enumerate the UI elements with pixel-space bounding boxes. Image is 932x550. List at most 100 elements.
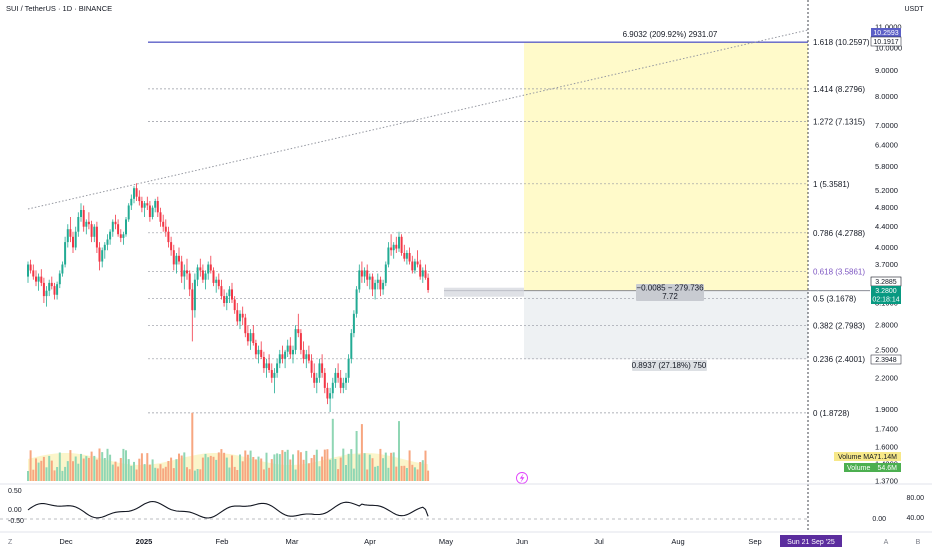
volume-bar: [225, 457, 228, 481]
price-axis-label: 9.0000: [875, 66, 898, 75]
candle-body: [215, 279, 218, 283]
volume-bar: [191, 412, 194, 481]
volume-bar: [37, 462, 40, 481]
volume-bar: [411, 464, 414, 481]
price-axis-label: 1.3700: [875, 477, 898, 486]
osc-label-top: 0.50: [8, 488, 22, 495]
candle-body: [334, 372, 337, 383]
candle-body: [360, 270, 363, 277]
volume-bar: [188, 469, 191, 481]
candle-body: [278, 354, 281, 364]
time-axis-label: Mar: [286, 537, 299, 546]
volume-bar: [305, 450, 308, 481]
volume-bar: [419, 462, 422, 481]
candle-body: [318, 363, 321, 378]
lightning-icon[interactable]: [516, 472, 528, 484]
price-axis-label: 1.7400: [875, 424, 898, 433]
fib-level-label: 1.618 (10.2597): [813, 38, 870, 47]
candle-body: [244, 317, 247, 334]
price-axis-label: 4.8000: [875, 203, 898, 212]
volume-bar: [140, 453, 143, 481]
candle-body: [310, 360, 313, 373]
candle-body: [74, 231, 77, 248]
volume-bar: [135, 469, 138, 481]
candle-body: [254, 343, 257, 355]
volume-bar: [172, 468, 175, 481]
volume-bar: [273, 454, 276, 481]
volume-bar: [27, 471, 29, 481]
volume-bar: [209, 455, 212, 481]
candle-body: [329, 393, 332, 399]
timezone-z-icon[interactable]: Z: [8, 539, 13, 546]
candle-body: [239, 313, 241, 322]
fib-level-label: 0 (1.8728): [813, 409, 850, 418]
center-label-1: −0.0085 − 279.736: [636, 284, 704, 293]
trendline[interactable]: [27, 29, 809, 210]
volume-bar: [85, 456, 88, 481]
time-axis-label: Jul: [594, 537, 604, 546]
target-label: 6.9032 (209.92%) 2931.07: [623, 30, 718, 39]
volume-bar: [143, 464, 146, 481]
volume-bar: [66, 461, 69, 481]
candle-body: [395, 244, 398, 249]
candle-body: [72, 236, 74, 248]
volume-bar: [355, 431, 358, 481]
candle-body: [231, 289, 233, 300]
volume-bar: [58, 452, 61, 481]
candle-body: [66, 229, 69, 243]
candle-body: [103, 244, 106, 251]
volume-bar: [405, 468, 408, 481]
volume-bar: [318, 466, 321, 481]
candle-body: [111, 221, 114, 232]
candle-body: [93, 226, 96, 237]
candle-body: [347, 358, 350, 378]
candle-body: [371, 276, 374, 290]
candle-body: [265, 363, 268, 369]
candle-body: [249, 333, 252, 342]
volume-bar: [130, 465, 133, 481]
volume-bar: [413, 467, 416, 481]
candle-body: [56, 284, 59, 295]
candle-body: [421, 270, 424, 277]
candle-body: [191, 289, 194, 311]
candle-body: [50, 282, 53, 287]
price-axis[interactable]: 11.0000 10.0000 9.0000 8.0000 7.0000 6.4000 5.…: [875, 23, 902, 486]
volume-bar: [82, 458, 85, 481]
price-axis-label: 1.9000: [875, 405, 898, 414]
candle-body: [307, 354, 310, 361]
candle-body: [164, 226, 167, 232]
volume-bar: [180, 455, 183, 481]
volume-bar: [231, 455, 233, 481]
volume-bar: [106, 448, 109, 481]
candle-body: [376, 279, 379, 283]
candle-body: [363, 270, 366, 277]
candle-body: [178, 255, 180, 262]
auto-scale-icon[interactable]: A: [884, 539, 889, 546]
volume-bar: [239, 454, 241, 481]
volume-bar: [101, 452, 104, 481]
price-axis-label: 10.0000: [875, 43, 902, 52]
fibonacci-extension[interactable]: 1.618 (10.2597) 1.414 (8.2796) 1.272 (7.13…: [148, 38, 870, 418]
volume-bar: [244, 450, 247, 481]
volume-bar: [207, 457, 210, 481]
entry-range-box: [444, 287, 524, 297]
candle-body: [286, 345, 289, 352]
entry-price: 3.2800: [875, 288, 897, 295]
target-zone[interactable]: [524, 42, 808, 291]
candle-body: [167, 231, 170, 243]
volume-bar: [61, 470, 64, 481]
candle-body: [345, 377, 347, 383]
candle-body: [114, 221, 117, 225]
price-badges: 10.2593 10.1917 3.2885 3.2800 02:18:14 2…: [834, 28, 902, 472]
settings-icon[interactable]: B: [916, 539, 921, 546]
candle-body: [355, 289, 358, 314]
candle-body: [212, 270, 215, 283]
candle-body: [387, 247, 390, 265]
fib-level-label: 1 (5.3581): [813, 180, 850, 189]
osc-right-mid: 0.00: [872, 516, 886, 523]
candle-body: [61, 264, 64, 274]
volume-bar: [400, 465, 403, 481]
volume-bar: [390, 452, 393, 481]
volume-bar: [366, 469, 369, 481]
